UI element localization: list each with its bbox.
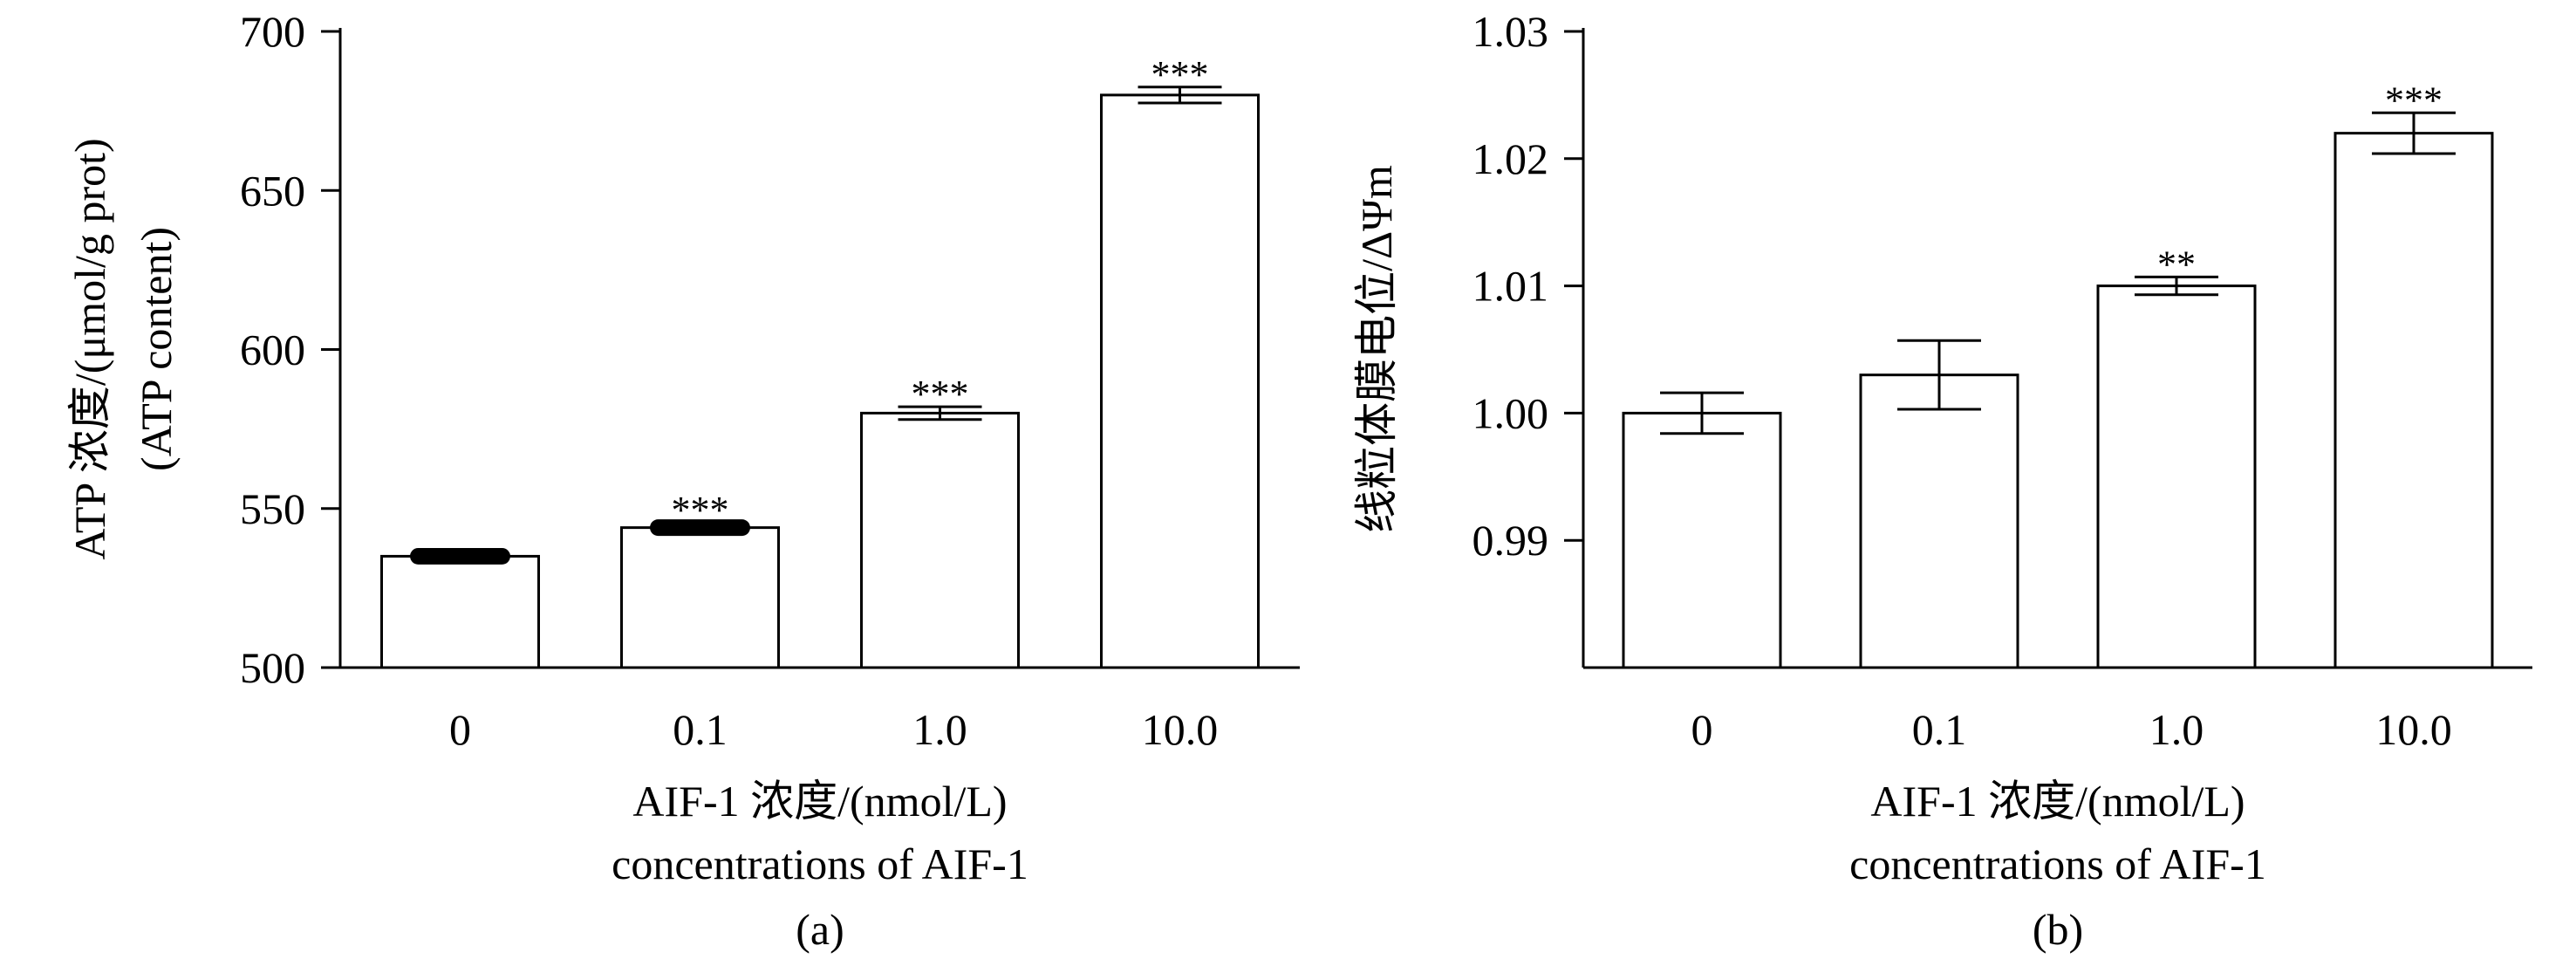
significance-label: *** <box>1151 53 1209 96</box>
x-tick-label: 0.1 <box>673 705 728 754</box>
x-axis-title: AIF-1 浓度/(nmol/L) <box>1870 777 2245 826</box>
y-axis-title: 线粒体膜电位/ΔΨm <box>1352 165 1401 533</box>
y-tick-label: 500 <box>240 643 305 692</box>
y-tick-label: 600 <box>240 325 305 374</box>
y-tick-label: 0.99 <box>1472 516 1549 565</box>
significance-label: *** <box>672 489 729 531</box>
bar <box>620 526 780 669</box>
x-axis-title: concentrations of AIF-1 <box>1849 839 2266 888</box>
bar <box>1100 93 1260 669</box>
x-axis-title: AIF-1 浓度/(nmol/L) <box>632 777 1007 826</box>
panel-label: (b) <box>2033 905 2083 954</box>
significance-label: ** <box>2157 243 2196 285</box>
y-tick-label: 1.02 <box>1472 134 1549 183</box>
y-tick-label: 1.03 <box>1472 7 1549 56</box>
x-tick-label: 1.0 <box>2149 705 2204 754</box>
significance-label: *** <box>912 373 969 415</box>
y-axis-title: ATP 浓度/(μmol/g prot) <box>65 138 114 559</box>
panel-b-chart: 0.99 1.00 1.01 1.02 1.03 0 0.1 ** 1.0 *** 10.0 线粒体膜… <box>1352 7 2532 954</box>
bar <box>860 411 1020 669</box>
y-tick-label: 1.00 <box>1472 388 1549 437</box>
x-tick-label: 10.0 <box>2375 705 2452 754</box>
y-tick-label: 650 <box>240 166 305 215</box>
significance-label: *** <box>2385 79 2443 121</box>
bar <box>380 554 540 669</box>
bar <box>2333 132 2494 669</box>
x-tick-label: 0 <box>449 705 471 754</box>
bar <box>1622 411 1782 669</box>
bar <box>2096 284 2257 669</box>
x-tick-label: 0 <box>1691 705 1713 754</box>
panel-a-chart: 500 550 600 650 700 0 *** 0.1 *** 1.0 *** 10.0 ATP 浓… <box>65 7 1300 954</box>
x-tick-label: 10.0 <box>1142 705 1219 754</box>
x-tick-label: 0.1 <box>1912 705 1967 754</box>
bar <box>1859 373 2019 669</box>
x-axis-title: concentrations of AIF-1 <box>612 839 1028 888</box>
panel-label: (a) <box>796 905 844 954</box>
y-tick-label: 700 <box>240 7 305 56</box>
y-tick-label: 1.01 <box>1472 262 1549 311</box>
y-axis-title: (ATP content) <box>132 227 181 471</box>
y-tick-label: 550 <box>240 484 305 533</box>
x-tick-label: 1.0 <box>912 705 967 754</box>
